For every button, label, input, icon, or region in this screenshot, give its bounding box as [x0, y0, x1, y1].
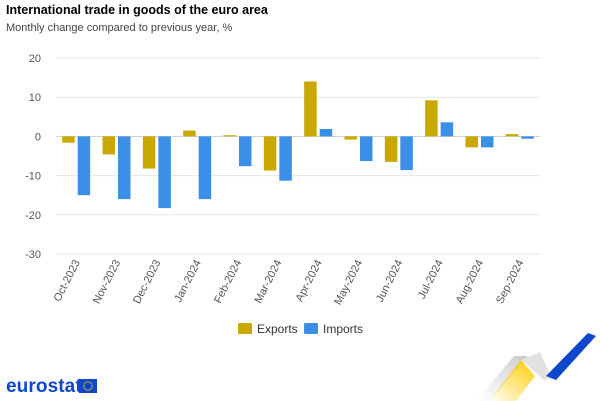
legend-label-exports: Exports: [257, 322, 298, 336]
bar-exports: [62, 136, 75, 143]
x-tick-label: Jun-2024: [374, 258, 406, 304]
bar-imports: [481, 136, 494, 148]
x-tick-label: Aug-2024: [454, 258, 486, 306]
y-tick-label: 10: [29, 92, 41, 104]
bar-imports: [77, 136, 91, 196]
bar-imports: [521, 136, 534, 139]
x-tick-label: Mar-2024: [252, 258, 284, 305]
bar-exports: [465, 136, 478, 148]
eu-flag-icon: [79, 379, 97, 393]
bar-exports: [223, 135, 236, 137]
y-tick-label: 0: [35, 131, 41, 143]
bar-exports: [304, 81, 317, 137]
legend-swatch-imports: [304, 323, 318, 334]
x-axis-ticks: Oct-2023 Nov-2023 Dec-2023 Jan-2024 Feb-2024…: [52, 258, 527, 307]
bar-imports: [158, 136, 171, 209]
bar-imports: [279, 136, 292, 181]
bar-exports: [344, 136, 357, 140]
legend-swatch-exports: [238, 323, 252, 334]
x-tick-label: Oct-2023: [52, 258, 83, 304]
x-tick-label: Dec-2023: [131, 258, 163, 306]
bar-imports: [118, 136, 131, 200]
eurostat-stripes-graphic: [476, 333, 596, 401]
bar-exports: [183, 130, 196, 137]
x-tick-label: Jan-2024: [172, 258, 204, 304]
bar-imports: [319, 128, 333, 137]
bars: [62, 81, 534, 209]
y-tick-label: -30: [25, 249, 41, 261]
y-tick-label: 20: [29, 53, 41, 65]
y-tick-label: -10: [25, 171, 41, 183]
bar-imports: [400, 136, 413, 171]
bar-imports: [239, 136, 252, 167]
bar-exports: [263, 136, 277, 171]
x-tick-label: Jul-2024: [416, 258, 446, 301]
grid-lines: [56, 57, 540, 255]
chart-subtitle: Monthly change compared to previous year…: [6, 22, 233, 34]
y-axis-ticks: 20 10 0 -10 -20 -30: [25, 53, 41, 261]
bar-imports: [198, 136, 212, 200]
x-tick-label: May-2024: [332, 258, 365, 307]
bar-exports: [102, 136, 115, 155]
x-tick-label: Sep-2024: [494, 258, 526, 306]
bar-exports: [384, 136, 398, 162]
bar-exports: [425, 100, 438, 137]
x-tick-label: Feb-2024: [212, 258, 244, 305]
chart-title: International trade in goods of the euro…: [6, 3, 268, 17]
bar-exports: [505, 134, 519, 137]
y-tick-label: -20: [25, 210, 41, 222]
x-tick-label: Nov-2023: [91, 258, 123, 306]
legend: Exports Imports: [238, 322, 363, 336]
bar-exports: [142, 136, 156, 169]
eurostat-logo-text: eurostat: [6, 376, 82, 397]
bar-imports: [440, 122, 454, 137]
bar-imports: [360, 136, 373, 162]
legend-label-imports: Imports: [323, 322, 363, 336]
x-tick-label: Apr-2024: [294, 258, 325, 304]
